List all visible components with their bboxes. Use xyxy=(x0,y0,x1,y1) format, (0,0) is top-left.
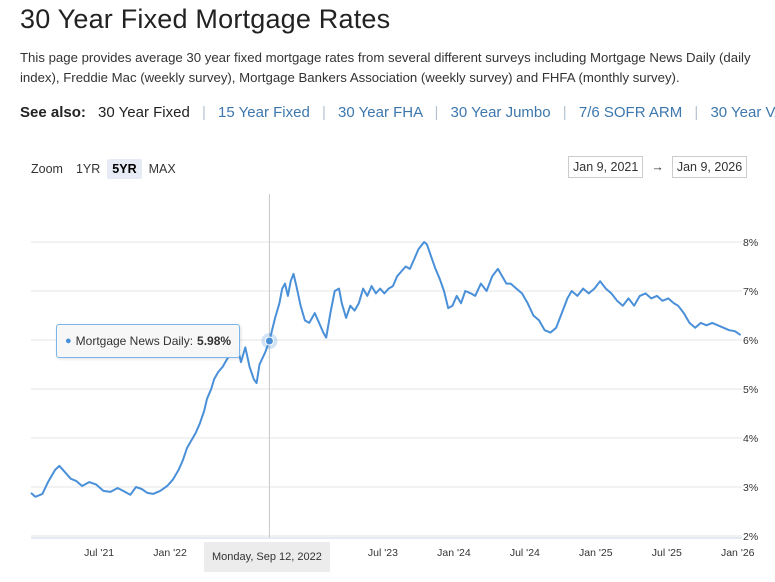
date-range: Jan 9, 2021 → Jan 9, 2026 xyxy=(568,156,748,178)
x-tick-label: Jul '24 xyxy=(510,547,540,559)
zoom-label: Zoom xyxy=(31,162,63,176)
see-also-30yr-fha-link[interactable]: 30 Year FHA xyxy=(338,104,423,121)
tooltip-value: 5.98% xyxy=(197,334,232,348)
separator: | xyxy=(562,104,567,121)
zoom-1yr-button[interactable]: 1YR xyxy=(75,162,101,176)
y-tick-label: 7% xyxy=(743,286,758,298)
y-tick-label: 5% xyxy=(743,384,758,396)
x-tick-label: Jan '25 xyxy=(579,547,613,559)
grid-lines xyxy=(31,241,742,537)
tooltip-series-label: Mortgage News Daily: xyxy=(75,334,194,348)
separator: | xyxy=(201,104,206,121)
separator: | xyxy=(694,104,699,121)
x-tick-label: Jul '21 xyxy=(84,547,114,559)
range-to-input[interactable]: Jan 9, 2026 xyxy=(671,156,748,178)
x-tick-label: Jan '22 xyxy=(153,547,187,559)
page-title: 30 Year Fixed Mortgage Rates xyxy=(20,4,391,34)
intro-text: This page provides average 30 year fixed… xyxy=(20,50,751,85)
zoom-controls: Zoom 1YR 5YR MAX xyxy=(31,159,183,179)
series-dot-icon: ● xyxy=(65,335,72,347)
separator: | xyxy=(321,104,326,121)
hover-point[interactable] xyxy=(264,336,274,346)
see-also-label: See also: xyxy=(20,104,86,121)
range-from-input[interactable]: Jan 9, 2021 xyxy=(568,156,644,178)
see-also-30yr-jumbo-link[interactable]: 30 Year Jumbo xyxy=(450,104,551,121)
see-also-15yr-fixed-link[interactable]: 15 Year Fixed xyxy=(218,104,310,121)
see-also-30yr-fixed: 30 Year Fixed xyxy=(98,104,190,121)
x-tick-label: Jul '25 xyxy=(652,547,682,559)
x-tick-label: Jan '26 xyxy=(721,547,755,559)
see-also-sofr-arm-link[interactable]: 7/6 SOFR ARM xyxy=(578,104,683,121)
x-tick-label: Jul '23 xyxy=(368,547,398,559)
zoom-max-button[interactable]: MAX xyxy=(148,162,176,176)
y-tick-label: 2% xyxy=(743,531,758,543)
see-also-nav: See also: 30 Year Fixed | 15 Year Fixed … xyxy=(20,104,775,121)
y-axis-labels: 2% 3% 4% 5% 6% 7% 8% xyxy=(743,237,758,543)
x-tick-label: Jan '24 xyxy=(437,547,471,559)
mortgage-news-daily-line[interactable] xyxy=(30,241,742,498)
x-axis-date-tooltip: Monday, Sep 12, 2022 xyxy=(204,542,330,572)
see-also-30yr-va-link[interactable]: 30 Year VA xyxy=(710,104,775,121)
chart-tooltip: ● Mortgage News Daily: 5.98% xyxy=(56,324,241,358)
range-arrow: → xyxy=(651,160,664,174)
separator: | xyxy=(434,104,439,121)
y-tick-label: 8% xyxy=(743,237,758,249)
zoom-5yr-button[interactable]: 5YR xyxy=(107,159,142,179)
x-axis-labels: Jul '21 Jan '22 Jul '23 Jan '24 Jul '24 Jan '… xyxy=(84,547,755,559)
y-tick-label: 6% xyxy=(743,335,758,347)
y-tick-label: 4% xyxy=(743,433,758,445)
y-tick-label: 3% xyxy=(743,482,758,494)
